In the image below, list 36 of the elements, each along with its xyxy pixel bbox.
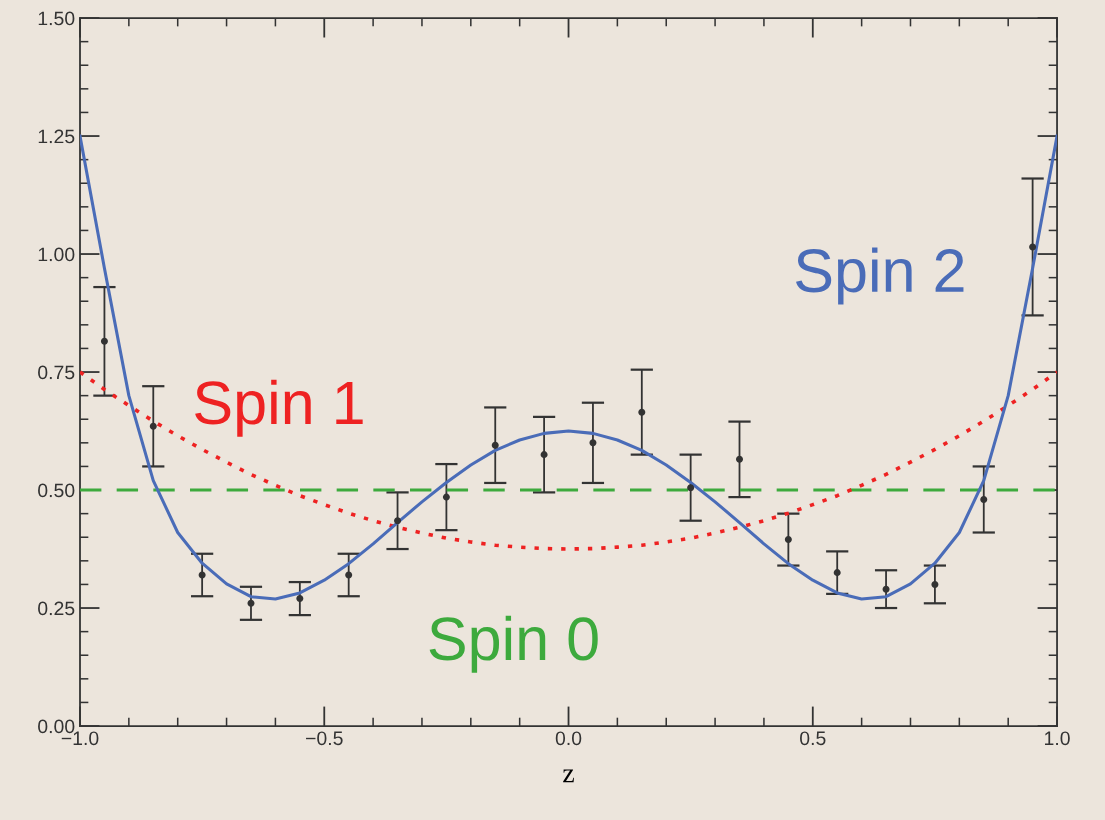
y-tick-label: 0.50 [38,483,75,498]
point [296,595,304,603]
x-tick-label: −0.5 [306,731,343,746]
line-series [80,134,1058,601]
point [931,580,939,588]
x-tick-label: 0.5 [800,731,826,746]
series-label: Spin 1 [195,379,363,437]
y-tick-label: 0.75 [38,365,75,380]
point [638,408,646,416]
point [589,439,597,447]
point [784,536,792,544]
point [1029,243,1037,251]
point [442,493,450,501]
point [540,451,548,459]
point [687,484,695,492]
point [491,441,499,449]
point [833,569,841,577]
point [394,517,402,525]
point [735,455,744,463]
x-axis-title: z [563,769,574,783]
point [345,571,353,579]
y-tick-label: 1.25 [38,129,75,144]
series-label: Spin 2 [796,247,964,305]
point [149,422,157,430]
point [980,495,988,503]
y-tick-label: 1.00 [38,247,75,262]
point [198,571,206,579]
x-tick-label: 1.0 [1045,731,1070,746]
x-tick-label: 0.0 [555,731,582,746]
y-tick-label: 1.50 [38,11,75,26]
point [882,585,890,593]
y-tick-label: 0.25 [38,601,75,616]
line-series [80,370,1058,551]
point [247,599,255,607]
text: Spin 0 [429,615,598,673]
point [100,337,108,345]
